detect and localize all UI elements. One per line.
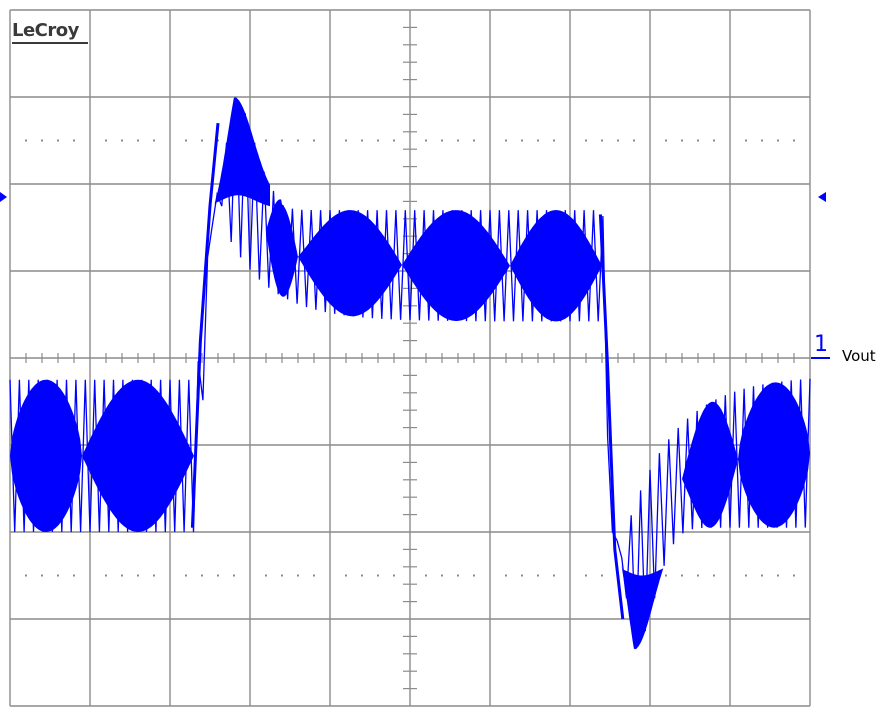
vout-beat-lobe <box>682 401 738 528</box>
lecroy-logo: LeCroy <box>12 20 80 41</box>
guide-dot <box>297 574 299 577</box>
guide-dot <box>153 139 155 142</box>
guide-dot <box>313 574 315 577</box>
guide-dot <box>377 139 379 142</box>
guide-dot <box>73 574 75 577</box>
guide-dot <box>185 574 187 577</box>
guide-dot <box>425 574 427 577</box>
guide-dot <box>313 139 315 142</box>
channel-label: Vout <box>842 347 876 365</box>
vout-beat-lobe <box>298 210 402 317</box>
guide-dot <box>601 574 603 577</box>
guide-dot <box>281 574 283 577</box>
trigger-level-marker-right <box>818 192 826 203</box>
guide-dot <box>697 139 699 142</box>
guide-dot <box>73 139 75 142</box>
guide-dot <box>137 574 139 577</box>
guide-dot <box>617 139 619 142</box>
guide-dot <box>377 574 379 577</box>
guide-dot <box>217 139 219 142</box>
guide-dot <box>745 574 747 577</box>
guide-dot <box>441 574 443 577</box>
guide-dot <box>665 139 667 142</box>
guide-dot <box>553 139 555 142</box>
guide-dot <box>393 139 395 142</box>
guide-dot <box>25 574 27 577</box>
guide-dot <box>393 574 395 577</box>
guide-dot <box>233 574 235 577</box>
guide-dot <box>105 139 107 142</box>
guide-dot <box>681 574 683 577</box>
guide-dot <box>265 574 267 577</box>
guide-dot <box>441 139 443 142</box>
guide-dot <box>57 574 59 577</box>
guide-dot <box>137 139 139 142</box>
guide-dot <box>777 139 779 142</box>
guide-dot <box>633 139 635 142</box>
guide-dot <box>57 139 59 142</box>
guide-dot <box>345 574 347 577</box>
guide-dot <box>665 574 667 577</box>
guide-dot <box>361 139 363 142</box>
guide-dot <box>761 139 763 142</box>
guide-dot <box>25 139 27 142</box>
guide-dot <box>681 139 683 142</box>
vout-undershoot-body <box>618 531 686 650</box>
guide-dot <box>473 574 475 577</box>
guide-dot <box>297 139 299 142</box>
guide-dot <box>265 139 267 142</box>
guide-dot <box>777 574 779 577</box>
guide-dot <box>601 139 603 142</box>
channel-number: 1 <box>814 332 828 357</box>
guide-dot <box>217 574 219 577</box>
vout-rising-edge <box>190 122 220 528</box>
guide-dot <box>713 139 715 142</box>
vout-falling-edge <box>598 214 625 620</box>
guide-dot <box>105 574 107 577</box>
guide-dot <box>281 139 283 142</box>
guide-dot <box>473 139 475 142</box>
vout-beat-lobe <box>82 379 194 532</box>
guide-dot <box>41 574 43 577</box>
guide-dot <box>537 139 539 142</box>
guide-dot <box>201 574 203 577</box>
guide-dot <box>121 139 123 142</box>
guide-dot <box>521 574 523 577</box>
guide-dot <box>761 574 763 577</box>
guide-dot <box>585 139 587 142</box>
vout-beat-lobe <box>402 210 510 321</box>
guide-dot <box>361 574 363 577</box>
guide-dot <box>553 574 555 577</box>
guide-dot <box>41 139 43 142</box>
guide-dot <box>185 139 187 142</box>
guide-dot <box>345 139 347 142</box>
vout-beat-lobe <box>510 210 602 322</box>
guide-dot <box>537 574 539 577</box>
vout-beat-lobe <box>266 199 298 297</box>
guide-dot <box>505 139 507 142</box>
guide-dot <box>521 139 523 142</box>
vout-beat-lobe <box>738 382 810 528</box>
guide-dot <box>793 139 795 142</box>
guide-dot <box>713 574 715 577</box>
vout-trace <box>9 97 811 650</box>
guide-dot <box>457 574 459 577</box>
trigger-level-marker-left <box>0 192 7 203</box>
guide-dot <box>121 574 123 577</box>
guide-dot <box>793 574 795 577</box>
guide-dot <box>425 139 427 142</box>
guide-dot <box>745 139 747 142</box>
guide-dot <box>201 139 203 142</box>
guide-dot <box>697 574 699 577</box>
guide-dot <box>457 139 459 142</box>
vout-overshoot-body <box>206 97 270 276</box>
guide-dot <box>505 574 507 577</box>
guide-dot <box>585 574 587 577</box>
guide-dot <box>153 574 155 577</box>
level-markers <box>0 192 830 359</box>
vout-beat-lobe <box>10 379 82 532</box>
